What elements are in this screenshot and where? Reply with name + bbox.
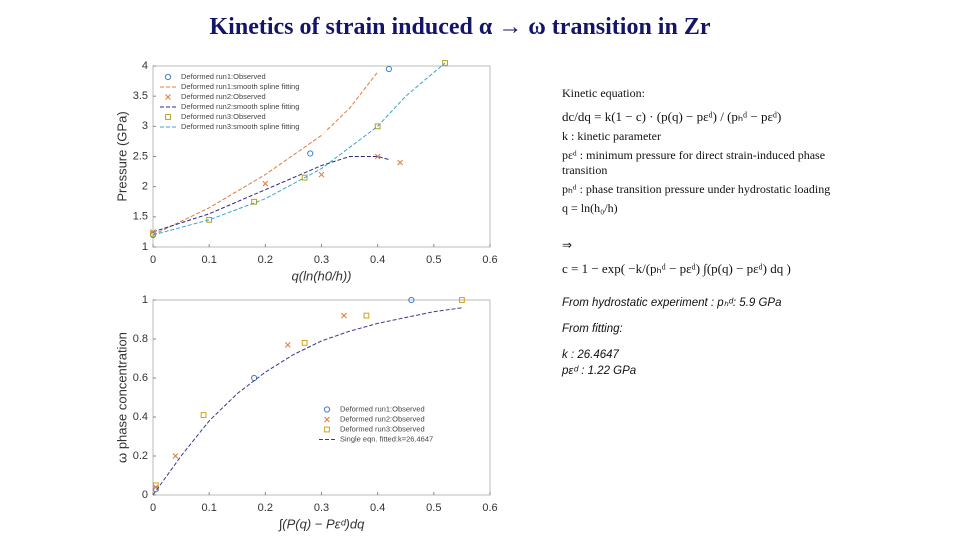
y-tick-label: 0.8 <box>133 333 148 345</box>
x-tick-label: 0.1 <box>202 254 217 266</box>
marker <box>150 229 156 235</box>
fit-line <box>152 156 390 233</box>
equation-panel: Kinetic equation: dc/dq = k(1 − c) · (p(… <box>562 86 842 381</box>
marker <box>318 171 325 178</box>
legend-swatch <box>164 73 172 81</box>
marker <box>150 230 156 237</box>
legend-box <box>316 402 486 447</box>
marker <box>374 153 381 160</box>
legend-swatch <box>324 426 330 433</box>
equation: dc/dq = k(1 − c) · (p(q) − pεᵈ) / (pₕᵈ −… <box>562 109 782 124</box>
marker <box>363 312 370 319</box>
y-tick-label: 1 <box>142 294 148 306</box>
x-tick-label: 0.6 <box>482 254 497 266</box>
marker <box>442 60 448 66</box>
marker <box>301 340 308 346</box>
legend-label: Single eqn. fitted:k=26.4647 <box>340 434 433 443</box>
marker <box>251 374 258 382</box>
marker <box>459 297 465 303</box>
solution: c = 1 − exp( −k/(pₕᵈ − pεᵈ) ∫(p(q) − pεᵈ… <box>562 261 791 276</box>
marker <box>307 150 314 157</box>
y-tick-label: 2.5 <box>133 150 148 162</box>
legend-swatch <box>165 94 171 100</box>
legend-label: Deformed run1:Observed <box>181 72 266 81</box>
fitting: k : 26.4647 <box>562 349 619 361</box>
x-tick-label: 0.5 <box>426 502 441 514</box>
heading: Kinetic equation: <box>562 86 645 100</box>
fit-line <box>152 307 462 496</box>
x-tick-label: 0.6 <box>482 502 497 514</box>
x-tick-label: 0.3 <box>314 502 329 514</box>
legend-swatch <box>324 416 330 423</box>
x-tick-label: 0.4 <box>370 254 385 266</box>
y-tick-label: 3.5 <box>133 90 148 102</box>
x-tick-label: 0 <box>150 502 156 514</box>
plot-frame <box>152 299 491 496</box>
legend-label: Deformed run2:Observed <box>181 92 266 101</box>
legend-label: Deformed run2:smooth spline fitting <box>181 102 299 111</box>
hydrostatic: From hydrostatic experiment : pₕᵈ: 5.9 G… <box>562 297 782 309</box>
marker <box>397 159 403 166</box>
y-axis-label: Pressure (GPa) <box>114 111 129 201</box>
x-tick-label: 0.5 <box>426 254 441 266</box>
x-tick-label: 0.2 <box>258 502 273 514</box>
marker <box>408 296 415 304</box>
legend-label: Deformed run3:smooth spline fitting <box>181 122 299 131</box>
marker <box>385 65 392 73</box>
definition: k : kinetic parameter <box>562 129 661 143</box>
marker <box>301 174 308 181</box>
slide-title: Kinetics of strain induced α → ω transit… <box>209 14 711 40</box>
fit-line <box>152 71 379 236</box>
marker <box>374 123 381 130</box>
definition: pεᵈ : minimum pressure for direct strain… <box>562 148 826 177</box>
legend-label: Deformed run3:Observed <box>340 424 425 433</box>
x-axis-label: ∫(P(q) − Pεᵈ)dq <box>278 516 365 531</box>
marker <box>284 341 291 348</box>
fit-line <box>152 62 446 236</box>
y-tick-label: 0.4 <box>133 411 148 423</box>
x-axis-label: q(ln(h0/h)) <box>292 268 352 283</box>
y-tick-label: 0.6 <box>133 372 148 384</box>
x-tick-label: 0.1 <box>202 502 217 514</box>
legend-swatch <box>323 406 331 413</box>
legend-swatch <box>165 114 171 120</box>
charts: 0 0.1 0.2 0.3 0.4 0.5 0.6 1 1.5 2 2.5 3 3.5 4 q(ln(h0/… <box>114 60 497 532</box>
legend-label: Deformed run3:Observed <box>181 112 266 121</box>
y-tick-label: 0 <box>142 489 148 501</box>
legend-label: Deformed run1:Observed <box>340 404 425 413</box>
definition: pₕᵈ : phase transition pressure under hy… <box>562 182 831 196</box>
fitting-heading: From fitting: <box>562 323 623 335</box>
x-tick-label: 0.4 <box>370 502 385 514</box>
marker <box>206 216 213 223</box>
y-tick-label: 1.5 <box>133 211 148 223</box>
x-tick-label: 0 <box>150 254 156 266</box>
y-tick-label: 0.2 <box>133 450 148 462</box>
legend-label: Deformed run2:Observed <box>340 414 425 423</box>
definition: q = ln(h₀/h) <box>562 201 618 215</box>
implies: ⇒ <box>562 238 573 252</box>
fitting: pεᵈ : 1.22 GPa <box>562 365 637 377</box>
marker <box>172 453 179 459</box>
marker <box>200 412 207 418</box>
marker <box>262 180 269 187</box>
x-tick-label: 0.3 <box>314 254 329 266</box>
y-axis-label: ω phase concentration <box>114 332 129 463</box>
marker <box>152 482 159 489</box>
y-tick-label: 1 <box>142 241 148 253</box>
marker <box>341 312 347 319</box>
y-tick-label: 2 <box>142 181 148 193</box>
legend-box <box>157 70 327 134</box>
y-tick-label: 4 <box>142 60 148 72</box>
y-tick-label: 3 <box>142 120 148 132</box>
x-tick-label: 0.2 <box>258 254 273 266</box>
legend-label: Deformed run1:smooth spline fitting <box>181 82 299 91</box>
